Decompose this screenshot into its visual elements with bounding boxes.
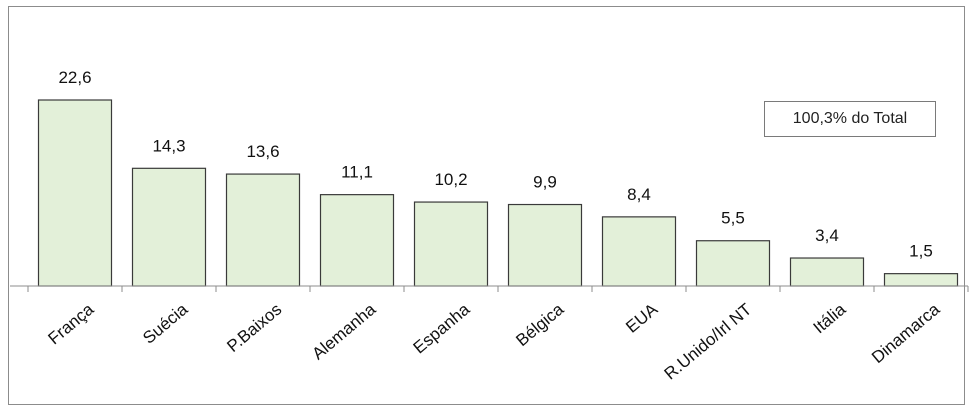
bar-8 bbox=[789, 257, 865, 287]
bar-6 bbox=[601, 216, 677, 287]
bar-3 bbox=[319, 194, 395, 287]
x-axis-ticks bbox=[27, 286, 969, 292]
category-label: Alemanha bbox=[308, 299, 379, 363]
category-label: Espanha bbox=[410, 299, 474, 357]
bar-7 bbox=[695, 240, 771, 287]
data-label: 3,4 bbox=[815, 226, 839, 245]
data-label: 11,1 bbox=[341, 163, 373, 182]
bar-2 bbox=[225, 173, 301, 287]
data-label: 1,5 bbox=[909, 242, 933, 261]
data-label: 14,3 bbox=[152, 136, 185, 155]
bar-5 bbox=[507, 203, 583, 287]
value-labels-group: 22,6 14,3 13,6 11,1 10,2 9,9 8,4 5,5 3,4 1,5 bbox=[58, 68, 932, 261]
category-label: Itália bbox=[810, 299, 850, 337]
bars-group bbox=[37, 99, 959, 287]
category-label: França bbox=[45, 299, 98, 348]
data-label: 13,6 bbox=[246, 142, 279, 161]
category-label: P.Baixos bbox=[223, 300, 285, 356]
category-label: EUA bbox=[622, 299, 661, 336]
data-label: 22,6 bbox=[58, 68, 91, 87]
data-label: 8,4 bbox=[627, 185, 651, 204]
category-label: Dinamarca bbox=[868, 299, 944, 367]
data-label: 10,2 bbox=[434, 170, 467, 189]
bar-1 bbox=[131, 167, 207, 287]
bar-4 bbox=[413, 201, 489, 287]
category-label: Suécia bbox=[139, 299, 191, 347]
bar-9 bbox=[883, 273, 959, 287]
total-annotation: 100,3% do Total bbox=[764, 101, 936, 137]
bar-0 bbox=[37, 99, 113, 287]
category-labels-group: França Suécia P.Baixos Alemanha Espanha Bélgi… bbox=[45, 299, 944, 383]
category-label: R.Unido/Irl NT bbox=[661, 300, 756, 384]
category-label: Bélgica bbox=[512, 299, 567, 350]
data-label: 5,5 bbox=[721, 209, 745, 228]
data-label: 9,9 bbox=[533, 173, 557, 192]
